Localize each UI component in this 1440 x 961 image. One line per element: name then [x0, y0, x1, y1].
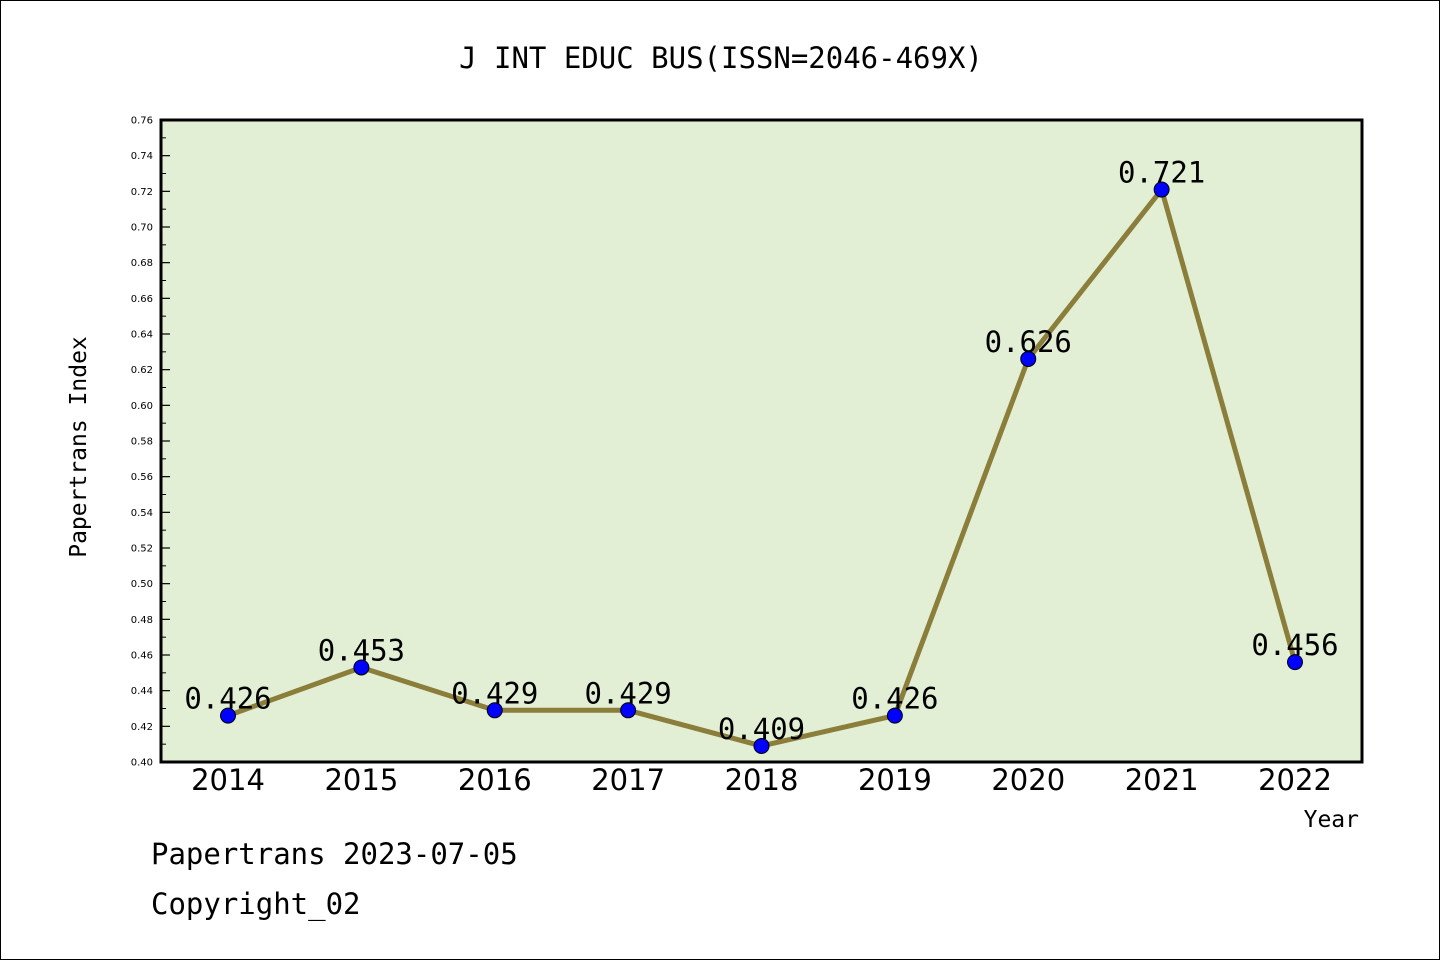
- y-tick-label: 0.46: [131, 651, 153, 662]
- data-labels: 0.426 0.453 0.429 0.429 0.409 0.426 0.626 0.721…: [184, 156, 1338, 746]
- y-tick-label: 0.64: [131, 330, 153, 341]
- x-tick-label: 2015: [324, 763, 398, 797]
- data-point-marker: [886, 707, 903, 724]
- y-tick-label: 0.40: [131, 758, 153, 769]
- chart-title: J INT EDUC BUS(ISSN=2046-469X): [459, 41, 983, 75]
- y-tick-label: 0.48: [131, 615, 153, 626]
- y-tick-label: 0.72: [131, 187, 153, 198]
- y-tick-label: 0.56: [131, 472, 153, 483]
- plot-border: [159, 118, 1364, 764]
- y-tick-label: 0.50: [131, 579, 153, 590]
- data-point-marker: [1153, 181, 1170, 198]
- data-label: 0.456: [1251, 628, 1338, 662]
- y-axis-title: Papertrans Index: [66, 336, 92, 558]
- data-point-marker: [1020, 350, 1037, 367]
- x-tick-label: 2017: [591, 763, 665, 797]
- data-points: [220, 181, 1303, 754]
- x-axis-title: Year: [1304, 807, 1359, 833]
- data-point-marker: [486, 702, 503, 719]
- y-tick-label: 0.74: [131, 151, 153, 162]
- y-tick-label: 0.42: [131, 722, 153, 733]
- y-tick-label: 0.76: [131, 116, 153, 127]
- y-tick-label: 0.68: [131, 258, 153, 269]
- y-tick-label: 0.66: [131, 294, 153, 305]
- x-tick-label: 2021: [1125, 763, 1199, 797]
- x-tick-label: 2019: [858, 763, 932, 797]
- plot-area: [161, 120, 1362, 762]
- x-tick-label: 2022: [1258, 763, 1332, 797]
- data-label: 0.429: [584, 676, 671, 710]
- footer-date-text: Papertrans 2023-07-05: [151, 837, 518, 871]
- footer-copyright-text: Copyright_02: [151, 887, 361, 921]
- y-tick-label: 0.62: [131, 365, 153, 376]
- y-tick-label: 0.52: [131, 544, 153, 555]
- x-tick-label: 2020: [991, 763, 1065, 797]
- data-point-marker: [753, 737, 770, 754]
- data-point-marker: [220, 707, 236, 724]
- data-label: 0.721: [1118, 156, 1205, 190]
- y-tick-label: 0.44: [131, 686, 153, 697]
- y-tick-label: 0.70: [131, 223, 153, 234]
- x-tick-label: 2018: [725, 763, 799, 797]
- data-label: 0.453: [318, 633, 405, 667]
- data-point-marker: [1287, 654, 1303, 671]
- y-tick-label: 0.58: [131, 437, 153, 448]
- data-label: 0.426: [184, 682, 271, 716]
- y-tick-label: 0.60: [131, 401, 153, 412]
- data-label: 0.409: [718, 712, 805, 746]
- x-axis: 2014 2015 2016 2017 2018 2019 2020 2021 2022: [191, 763, 1332, 797]
- data-point-marker: [353, 659, 370, 676]
- y-tick-label: 0.54: [131, 508, 153, 519]
- data-label: 0.626: [985, 325, 1072, 359]
- data-label: 0.426: [851, 682, 938, 716]
- data-point-marker: [620, 702, 637, 719]
- x-tick-label: 2016: [458, 763, 532, 797]
- data-label: 0.429: [451, 676, 538, 710]
- x-tick-label: 2014: [191, 763, 265, 797]
